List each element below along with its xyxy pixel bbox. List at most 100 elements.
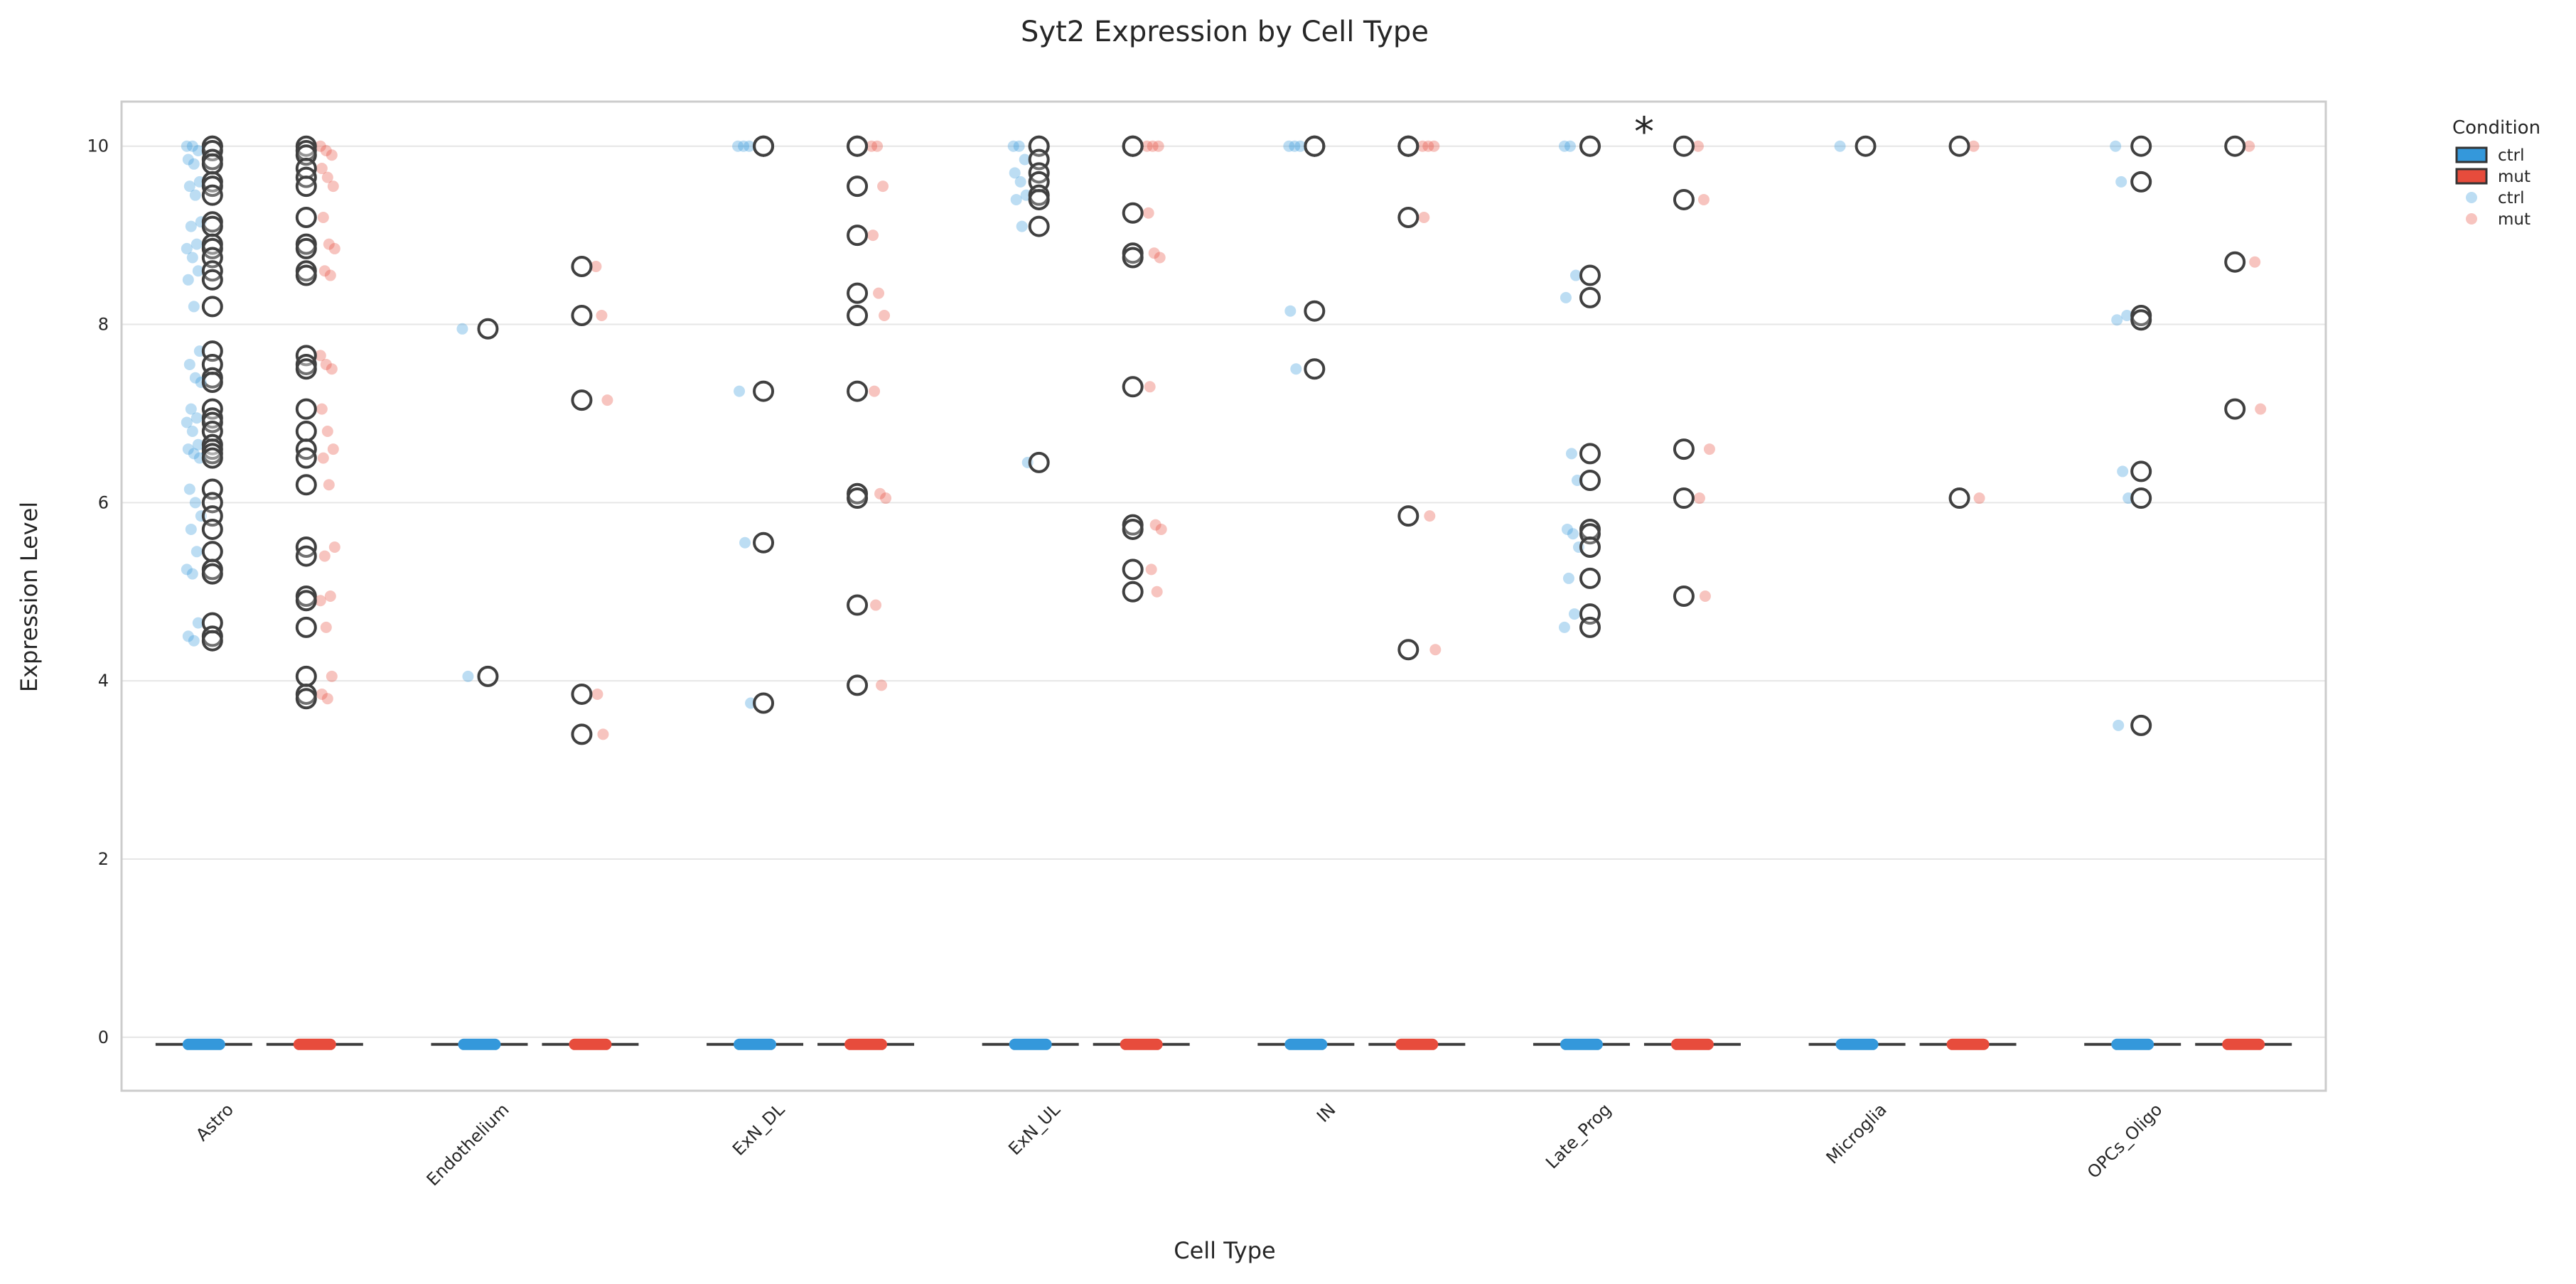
point-ctrl-faded [188,158,200,170]
point-ctrl-faded [188,635,200,647]
point-ctrl-outlier [201,269,223,291]
point-mut-outlier [295,665,317,687]
point-mut-outlier [1673,586,1695,607]
point-mut-faded [1417,140,1429,152]
y-tick-label: 10 [87,136,109,156]
point-ctrl-faded [182,443,194,455]
point-mut-outlier [1673,188,1695,210]
point-ctrl-faded [192,265,204,277]
x-axis-label: Cell Type [1174,1237,1275,1264]
point-mut-outlier [1397,505,1420,527]
point-ctrl-outlier [1579,264,1601,286]
point-ctrl-faded [2115,176,2127,188]
point-ctrl-outlier [753,380,775,402]
point-mut-outlier [571,683,593,705]
box-ctrl [734,1038,777,1050]
box-mut [844,1038,888,1050]
point-ctrl-faded [183,358,195,370]
data-points: * [181,109,2267,745]
point-mut-faded [1154,252,1166,264]
point-ctrl-faded [183,483,195,495]
point-ctrl-faded [2111,314,2123,326]
x-tick-label: Microglia [1823,1099,1891,1167]
legend-label: ctrl [2498,146,2525,165]
box-mut [1946,1038,1990,1050]
point-ctrl-outlier [477,318,499,340]
point-ctrl-faded [181,242,193,254]
point-mut-faded [326,363,338,375]
point-ctrl-outlier [1304,358,1326,380]
point-ctrl-faded [2110,140,2122,152]
point-mut-outlier [847,304,869,326]
point-mut-faded [1424,510,1436,522]
point-ctrl-faded [188,301,200,313]
point-mut-faded [326,670,338,682]
point-mut-outlier [571,723,593,745]
point-mut-outlier [847,135,869,157]
point-mut-outlier [847,176,869,198]
point-mut-outlier [847,225,869,247]
point-ctrl-faded [1834,140,1846,152]
point-ctrl-faded [1561,523,1573,535]
point-mut-faded [596,309,608,321]
point-ctrl-faded [2113,719,2125,731]
point-mut-faded [1145,563,1157,576]
point-mut-outlier [847,282,869,304]
point-ctrl-outlier [201,447,223,469]
point-mut-faded [1148,247,1160,259]
point-mut-outlier [1122,247,1144,269]
point-ctrl-faded [1560,291,1572,303]
point-ctrl-faded [1009,167,1021,179]
point-ctrl-faded [1010,193,1022,205]
box-mut [1395,1038,1439,1050]
point-ctrl-outlier [201,630,223,652]
point-mut-outlier [295,421,317,442]
point-ctrl-faded [2121,309,2133,321]
point-ctrl-faded [182,630,194,642]
point-mut-faded [866,140,878,152]
point-ctrl-faded [1569,269,1582,281]
box-mut [1670,1038,1714,1050]
point-ctrl-outlier [1579,443,1601,465]
point-mut-faded [2255,403,2267,415]
point-ctrl-outlier [201,184,223,206]
point-ctrl-faded [1294,140,1306,152]
point-ctrl-outlier [2130,135,2152,157]
point-ctrl-outlier [753,532,775,554]
point-mut-faded [316,403,328,415]
box-mut [569,1038,612,1050]
box-ctrl [458,1038,501,1050]
point-ctrl-faded [744,140,756,152]
point-ctrl-faded [462,670,474,682]
point-mut-outlier [1122,518,1144,540]
point-mut-faded [323,238,335,250]
point-mut-faded [1142,207,1154,219]
point-ctrl-faded [1289,140,1301,152]
x-tick-label: Astro [192,1099,237,1145]
point-mut-outlier [1397,135,1420,157]
legend-label: mut [2498,210,2531,229]
point-ctrl-faded [1283,140,1295,152]
point-mut-faded [1144,381,1156,393]
point-mut-outlier [1673,135,1695,157]
point-ctrl-faded [192,617,204,629]
legend-point-swatch-ctrl [2466,192,2477,203]
point-ctrl-faded [186,426,198,437]
point-ctrl-outlier [2130,487,2152,509]
point-ctrl-faded [1567,528,1579,540]
x-tick-label: Endothelium [423,1099,513,1189]
legend-box-swatch-mut [2455,168,2488,185]
point-mut-faded [601,394,613,406]
point-ctrl-outlier [477,665,499,687]
point-mut-faded [1149,519,1161,531]
point-ctrl-faded [1016,220,1028,232]
point-mut-faded [316,688,328,700]
point-ctrl-outlier [1579,469,1601,491]
y-tick-label: 6 [98,492,109,512]
point-mut-faded [1422,140,1434,152]
point-mut-faded [590,261,602,272]
point-mut-faded [323,479,335,491]
y-axis-label: Expression Level [16,502,43,692]
point-mut-outlier [1948,487,1970,509]
point-mut-faded [327,180,339,193]
